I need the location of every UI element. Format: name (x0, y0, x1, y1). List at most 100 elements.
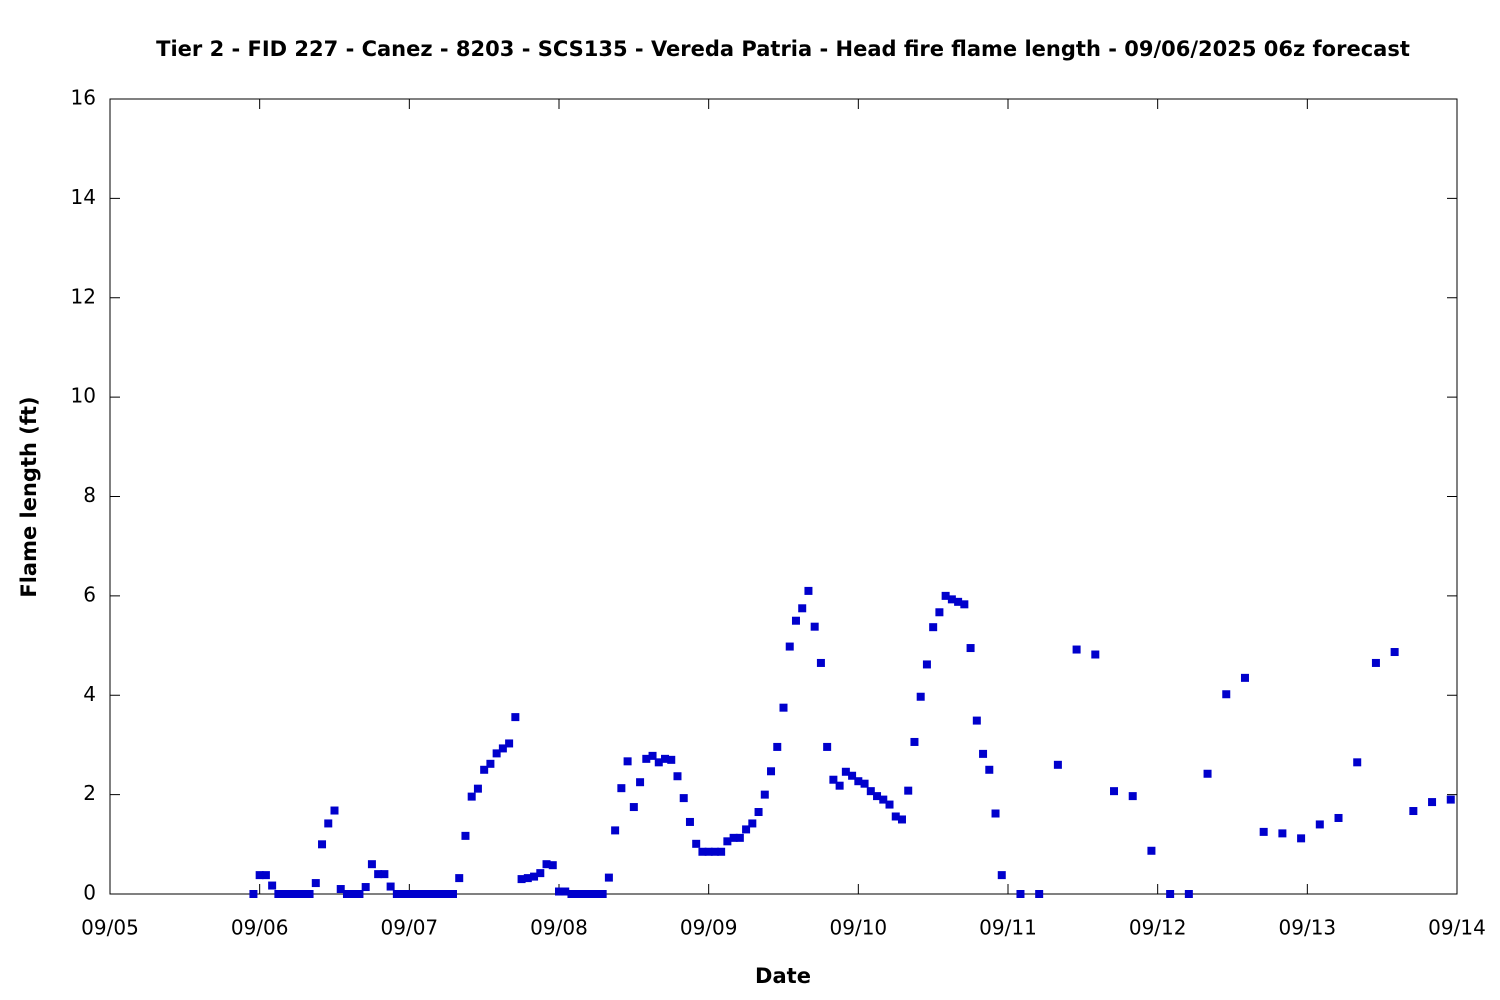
point (1353, 758, 1362, 767)
point (430, 890, 439, 898)
point (555, 887, 563, 896)
point (679, 794, 688, 803)
point (604, 873, 613, 882)
x-tick-label: 09/10 (830, 916, 888, 940)
point (374, 870, 383, 879)
point (380, 870, 389, 879)
point (1240, 673, 1249, 682)
point (324, 819, 333, 828)
point (361, 883, 370, 892)
point (704, 847, 713, 856)
y-tick-label: 6 (83, 582, 96, 606)
point (810, 622, 819, 631)
point (330, 806, 339, 815)
point (636, 778, 645, 787)
point (517, 875, 526, 884)
point (804, 586, 813, 595)
point (785, 642, 794, 651)
x-tick-label: 09/12 (1129, 916, 1187, 940)
point (542, 860, 551, 869)
point (661, 754, 670, 763)
point (1203, 769, 1212, 778)
point (922, 660, 931, 669)
point (947, 595, 956, 604)
point (991, 809, 1000, 818)
point (979, 749, 988, 758)
point (405, 890, 414, 898)
point (342, 890, 351, 898)
point (841, 767, 850, 776)
point (448, 890, 457, 898)
point (455, 874, 464, 883)
point (835, 781, 844, 790)
point (717, 847, 726, 856)
point (1259, 827, 1268, 836)
point (1184, 890, 1193, 898)
point (779, 703, 788, 712)
point (399, 890, 408, 898)
point (767, 767, 776, 776)
point (879, 795, 888, 804)
point (617, 784, 626, 793)
point (392, 890, 401, 898)
point (1371, 658, 1380, 667)
point (355, 890, 364, 898)
point (311, 879, 320, 888)
point (735, 833, 744, 842)
point (1091, 650, 1100, 659)
point (417, 890, 426, 898)
point (866, 787, 875, 796)
point (1110, 787, 1119, 796)
point (579, 890, 588, 898)
point (611, 826, 620, 835)
point (742, 825, 751, 834)
point (941, 591, 950, 600)
point (424, 890, 433, 898)
y-tick-label: 10 (71, 384, 96, 408)
point (960, 600, 969, 609)
point (592, 890, 601, 898)
point (1166, 890, 1175, 898)
point (336, 885, 345, 894)
point (386, 882, 395, 891)
point (673, 772, 682, 781)
point (280, 890, 289, 898)
point (505, 739, 514, 748)
y-tick-label: 14 (71, 185, 96, 209)
point (442, 890, 451, 898)
point (710, 847, 719, 856)
point (573, 890, 582, 898)
point (586, 890, 595, 898)
point (854, 777, 863, 786)
point (561, 887, 570, 896)
point (798, 604, 807, 613)
point (692, 839, 701, 848)
point (480, 765, 489, 774)
point (1222, 690, 1231, 699)
point (436, 890, 445, 898)
point (935, 608, 944, 617)
point (667, 755, 676, 764)
point (367, 860, 376, 869)
point (511, 713, 520, 722)
point (318, 840, 327, 849)
point (929, 623, 938, 632)
point (760, 790, 769, 799)
point (286, 890, 295, 898)
point (972, 716, 981, 725)
y-tick-label: 8 (83, 483, 96, 507)
x-tick-label: 09/09 (680, 916, 738, 940)
point (305, 890, 314, 898)
point (492, 749, 501, 758)
point (985, 765, 994, 774)
x-tick-label: 09/11 (979, 916, 1037, 940)
point (467, 792, 476, 801)
point (848, 771, 857, 780)
point (698, 847, 707, 856)
point (648, 751, 657, 760)
y-tick-label: 16 (71, 86, 96, 110)
point (1016, 890, 1025, 898)
point (530, 872, 539, 881)
